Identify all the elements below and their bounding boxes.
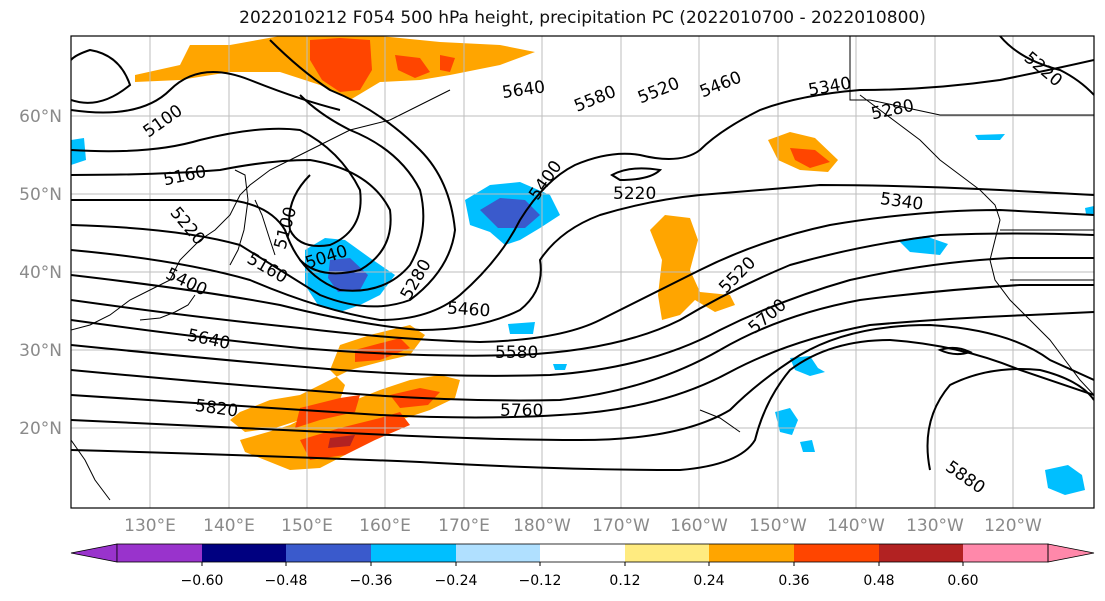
colorbar-extend-high xyxy=(1047,543,1095,563)
lat-label-50n: 50°N xyxy=(19,185,62,205)
lat-label-40n: 40°N xyxy=(19,263,62,283)
colorbar-tick-label: 0.60 xyxy=(947,573,978,589)
colorbar: −0.60 −0.48 −0.36 −0.24 −0.12 0.12 0.24 … xyxy=(70,543,1095,589)
contour-label: 5580 xyxy=(495,343,538,363)
precip-positive-subtropical xyxy=(230,325,460,470)
longitude-labels: 130°E 140°E 150°E 160°E 170°E 180°W 170°… xyxy=(124,516,1042,536)
contour-label: 5760 xyxy=(500,401,543,421)
colorbar-swatch xyxy=(794,544,879,562)
lon-label-130w: 130°W xyxy=(906,516,964,536)
colorbar-swatch xyxy=(117,544,202,562)
lat-label-60n: 60°N xyxy=(19,107,62,127)
colorbar-tick-label: −0.12 xyxy=(519,573,562,589)
lon-label-170e: 170°E xyxy=(438,516,490,536)
colorbar-swatch xyxy=(371,544,456,562)
colorbar-tick-label: −0.48 xyxy=(265,573,308,589)
lon-label-150e: 150°E xyxy=(281,516,333,536)
lat-label-30n: 30°N xyxy=(19,341,62,361)
colorbar-swatch xyxy=(202,544,286,562)
lat-label-20n: 20°N xyxy=(19,419,62,439)
height-contours xyxy=(71,36,1094,472)
colorbar-tick-label: −0.60 xyxy=(181,573,224,589)
lon-label-150w: 150°W xyxy=(749,516,807,536)
colorbar-tick-label: −0.24 xyxy=(435,573,478,589)
colorbar-tick-label: 0.36 xyxy=(778,573,809,589)
contour-label: 5460 xyxy=(446,298,491,321)
precip-shading xyxy=(71,36,1094,495)
colorbar-swatch xyxy=(540,544,625,562)
lon-label-180w: 180°W xyxy=(513,516,571,536)
contour-label: 5220 xyxy=(613,184,656,204)
colorbar-tick-label: −0.36 xyxy=(350,573,393,589)
lon-label-140w: 140°W xyxy=(827,516,885,536)
lon-label-120w: 120°W xyxy=(984,516,1042,536)
colorbar-extend-low xyxy=(70,543,118,563)
coastlines xyxy=(71,36,1094,501)
latitude-labels: 60°N 50°N 40°N 30°N 20°N xyxy=(19,107,62,439)
colorbar-swatch xyxy=(456,544,540,562)
colorbar-swatch xyxy=(879,544,963,562)
colorbar-swatch xyxy=(709,544,794,562)
map-border xyxy=(70,35,1095,509)
lon-label-160e: 160°E xyxy=(359,516,411,536)
map-title: 2022010212 F054 500 hPa height, precipit… xyxy=(239,8,926,28)
colorbar-tick-label: 0.24 xyxy=(693,573,724,589)
lon-label-170w: 170°W xyxy=(592,516,650,536)
colorbar-swatch xyxy=(963,544,1048,562)
precip-positive-central xyxy=(650,215,735,320)
lon-label-130e: 130°E xyxy=(124,516,176,536)
colorbar-tick-label: 0.12 xyxy=(609,573,640,589)
precip-positive-north-core xyxy=(310,38,372,92)
lon-label-140e: 140°E xyxy=(203,516,255,536)
colorbar-swatch xyxy=(625,544,709,562)
lon-label-160w: 160°W xyxy=(670,516,728,536)
colorbar-tick-label: 0.48 xyxy=(863,573,894,589)
colorbar-swatch xyxy=(286,544,371,562)
